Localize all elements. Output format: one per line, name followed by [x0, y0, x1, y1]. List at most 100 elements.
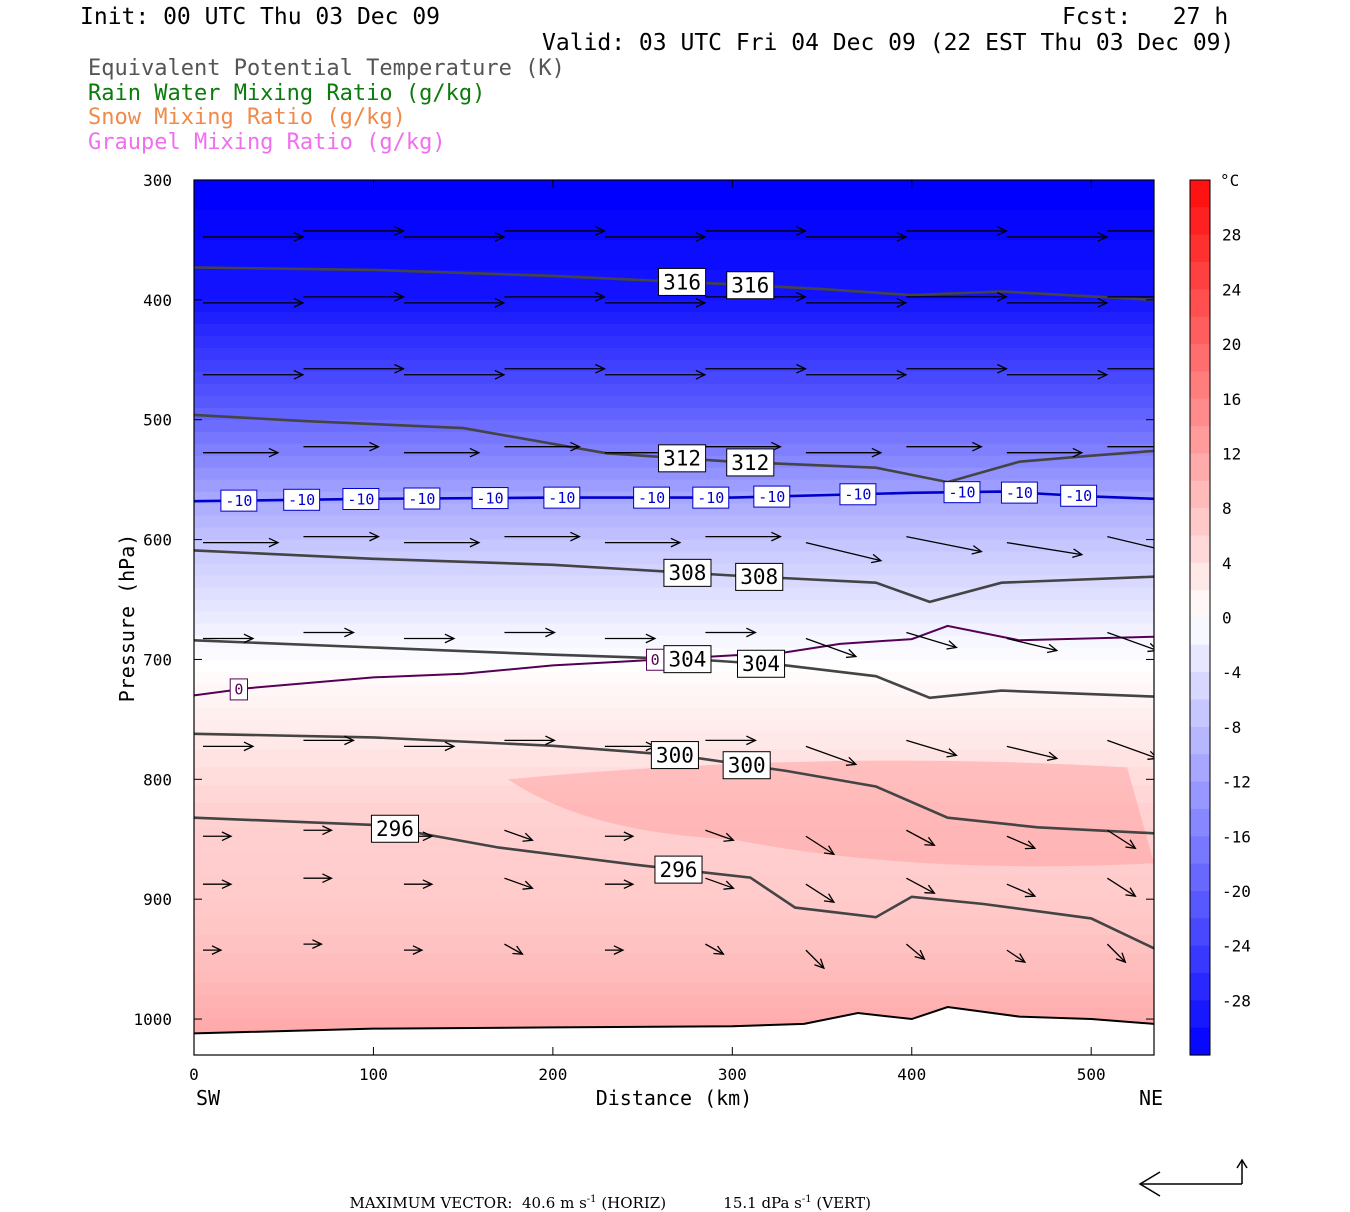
vert-unit: (VERT) [816, 1194, 871, 1212]
wind-vector [805, 637, 857, 658]
theta-e-contour [194, 639, 1154, 700]
wind-vector [1107, 535, 1154, 549]
colorbar-label: 0 [1222, 609, 1232, 628]
contour-label: 296 [376, 817, 414, 841]
colorbar-segment [1190, 617, 1210, 646]
y-tick-label: 1000 [133, 1010, 172, 1029]
colorbar-label: 4 [1222, 554, 1232, 573]
colorbar-label: -20 [1222, 882, 1251, 901]
wind-vector-head [896, 369, 908, 380]
contour-label-box [735, 562, 784, 591]
colorbar-segment [1190, 344, 1210, 373]
wind-vector-head [746, 735, 757, 746]
colorbar-frame [1189, 179, 1211, 1056]
wind-vector-head [914, 949, 926, 961]
wind-vector-head [972, 441, 983, 452]
temperature-band [194, 419, 1154, 433]
temperature-band [194, 180, 1154, 211]
wind-vector-head [369, 441, 380, 452]
temperature-band [194, 719, 1154, 733]
wind-vector-head [444, 633, 456, 644]
y-tick-label: 400 [143, 291, 172, 310]
contour-label-box [471, 487, 509, 510]
wind-vector [1006, 883, 1036, 897]
wind-vector-head [1024, 888, 1037, 898]
wind-vector-head [1024, 840, 1037, 850]
wind-vector-head [595, 363, 606, 374]
wind-vector [504, 877, 533, 889]
contour-label: -10 [477, 489, 504, 507]
x-tick-label: 100 [359, 1065, 388, 1084]
wind-vector [1106, 943, 1126, 963]
colorbar-segment [1190, 316, 1210, 345]
temperature-band [194, 467, 1154, 481]
wind-vector-head [545, 735, 556, 746]
contour-label: 316 [663, 270, 701, 294]
wind-vector-head [924, 884, 936, 894]
wind-vector-head [211, 945, 223, 955]
wind-vector-head [771, 531, 782, 542]
wind-vector-head [896, 298, 908, 308]
colorbar-segment [1190, 262, 1210, 290]
contour-label: 300 [656, 743, 694, 767]
wind-vector-head [896, 232, 908, 242]
wind-vector [805, 541, 882, 562]
colorbar-label: 20 [1222, 335, 1241, 354]
colorbar-segment [1190, 371, 1210, 400]
wind-vector-head [1125, 839, 1137, 850]
wind-vector-head [243, 741, 255, 752]
contour-label: 304 [742, 652, 780, 676]
wind-vector-head [522, 880, 534, 890]
isotherm-contour [194, 624, 1154, 697]
wind-vector [805, 883, 835, 903]
wind-vector-head [796, 226, 807, 236]
wind-vector-head [1147, 642, 1154, 653]
x-tick-label: 400 [897, 1065, 926, 1084]
wind-vector-head [1115, 952, 1127, 964]
temperature-band [194, 209, 1154, 241]
contour-label: -10 [347, 490, 374, 508]
wind-vector-head [394, 363, 405, 374]
temperature-band [194, 503, 1154, 517]
colorbar-unit: °C [1220, 171, 1239, 190]
wind-vector-head [695, 298, 707, 308]
wind-vector-head [243, 633, 255, 644]
wind-vector-head [695, 232, 707, 242]
contour-label: 0 [651, 651, 660, 669]
temperature-band [194, 527, 1154, 541]
contour-label: -10 [225, 492, 252, 510]
wind-vector [906, 877, 935, 894]
horiz-unit: (HORIZ) [601, 1194, 667, 1212]
wind-vector-head [469, 537, 481, 548]
colorbar-segment [1190, 726, 1210, 755]
wind-vector-head [623, 831, 635, 842]
legend-snow: Snow Mixing Ratio (g/kg) [88, 105, 406, 130]
wind-vectors [202, 226, 1154, 970]
temperature-band [194, 995, 1154, 1009]
temperature-band [194, 1007, 1154, 1021]
colorbar-segment [1190, 1000, 1210, 1029]
contour-label-box [229, 678, 249, 701]
contour-label: -10 [758, 488, 785, 506]
contour-label-box [543, 486, 581, 509]
temperature-band [194, 299, 1154, 313]
wind-vector-head [522, 832, 534, 842]
contour-label-box [650, 741, 699, 770]
wind-vector-head [570, 441, 581, 452]
reference-arrows-icon [1138, 1158, 1248, 1197]
legend-theta-e: Equivalent Potential Temperature (K) [88, 56, 565, 81]
temperature-band [194, 623, 1154, 637]
wind-vector-head [871, 447, 883, 458]
wind-vector-head [322, 825, 333, 836]
colorbar-segment [1190, 508, 1210, 537]
wind-vector-head [293, 232, 305, 242]
contour-label-box [283, 488, 321, 511]
contour-label: -10 [948, 483, 975, 501]
colorbar-segment [1190, 234, 1210, 263]
contour-label: -10 [1006, 484, 1033, 502]
wind-vector [1006, 637, 1058, 652]
max-vector-label: MAXIMUM VECTOR: [349, 1194, 513, 1212]
theta-e-contour [194, 732, 1154, 835]
wind-vector-head [494, 232, 506, 242]
contour-label-box [654, 855, 703, 884]
